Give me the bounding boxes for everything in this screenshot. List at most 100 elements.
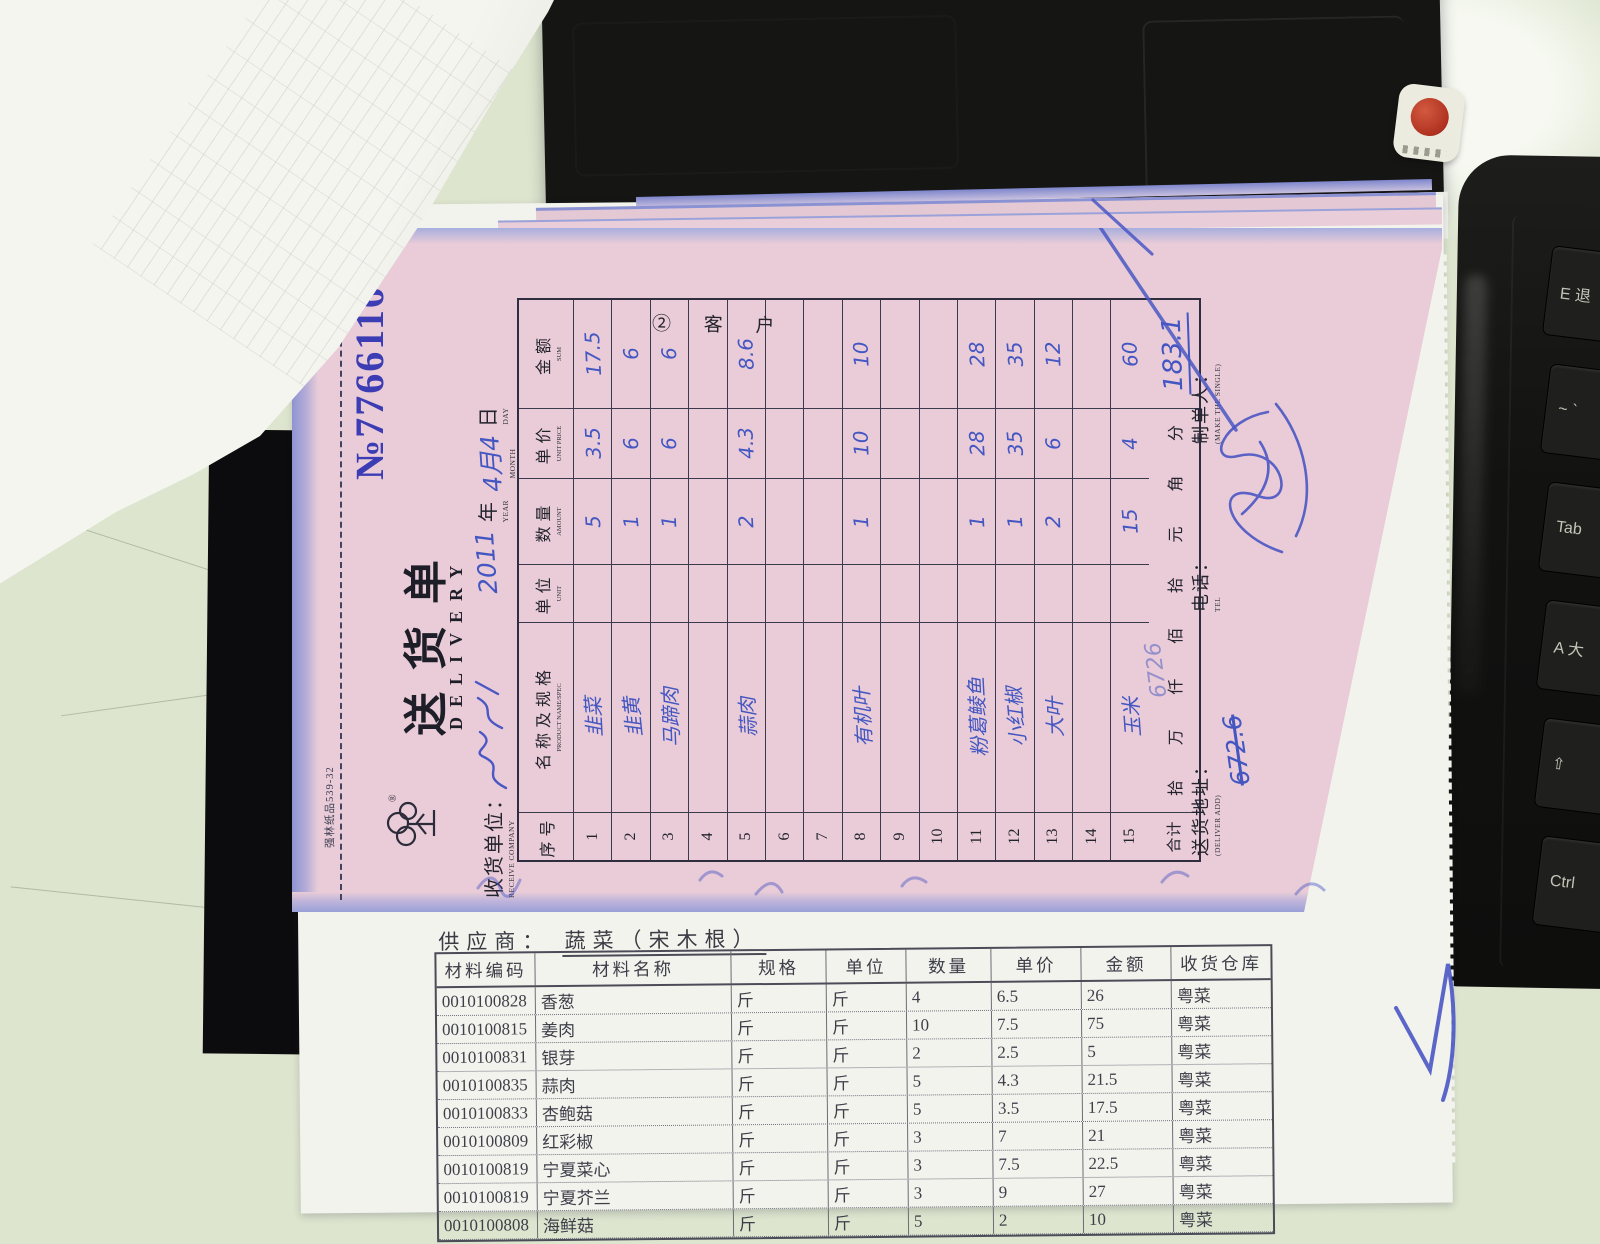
material-cell: 7.5 [991, 1009, 1083, 1038]
material-column-header: 单价 [991, 948, 1082, 981]
material-cell: 斤 [731, 1012, 828, 1041]
material-cell: 5 [1082, 1037, 1173, 1065]
material-cell: 6.5 [991, 982, 1082, 1010]
material-cell: 3 [908, 1122, 994, 1151]
material-cell: 0010100835 [437, 1071, 537, 1100]
red-button [1408, 95, 1451, 139]
material-cell: 2 [907, 1038, 993, 1067]
material-cell: 斤 [731, 984, 827, 1013]
material-cell: 0010100831 [437, 1043, 537, 1072]
material-cell: 22.5 [1083, 1149, 1174, 1177]
material-cell: 斤 [827, 1095, 909, 1124]
svg-text:®: ® [388, 794, 399, 802]
material-column-header: 金额 [1081, 947, 1172, 981]
material-cell: 粤菜 [1178, 1154, 1213, 1175]
copy-number-label: ② 客 户 [651, 313, 789, 338]
laptop-groove [1142, 15, 1408, 195]
material-cell: 3 [908, 1150, 994, 1179]
keyboard-key: Tab [1537, 481, 1600, 587]
material-cell: 0010100819 [438, 1155, 538, 1184]
material-column-header: 材料编码 [436, 953, 536, 987]
material-column-header: 规格 [731, 950, 827, 984]
material-cell: 红彩椒 [537, 1125, 734, 1155]
laptop-groove [572, 14, 960, 177]
material-cell: 粤菜 [1177, 1042, 1212, 1063]
material-cell: 0010100819 [438, 1183, 538, 1212]
material-cell: 10 [906, 1010, 993, 1039]
material-cell: 斤 [733, 1152, 829, 1181]
material-cell: 粤菜 [1177, 1014, 1212, 1035]
material-cell: 斤 [828, 1151, 909, 1180]
material-cell: 7 [993, 1121, 1084, 1150]
material-cell: 斤 [732, 1068, 828, 1097]
material-cell: 17.5 [1082, 1093, 1174, 1121]
material-cell: 9 [993, 1177, 1084, 1206]
material-cell: 5 [907, 1066, 993, 1095]
material-cell: 斤 [732, 1040, 828, 1069]
material-cell: 3.5 [992, 1093, 1084, 1122]
material-cell: 斤 [828, 1123, 909, 1152]
maker-signature [1220, 402, 1309, 554]
material-cell: 粤菜 [1178, 1126, 1213, 1147]
material-cell: 21 [1083, 1121, 1174, 1149]
material-cell: 4.3 [992, 1065, 1083, 1094]
material-cell: 斤 [733, 1180, 829, 1209]
material-cell: 粤菜 [1177, 1098, 1212, 1119]
material-cell: 宁夏芥兰 [537, 1181, 734, 1211]
material-cell: 3 [908, 1178, 994, 1207]
material-cell: 宁夏菜心 [537, 1153, 734, 1183]
material-cell: 2 [993, 1205, 1085, 1234]
material-cell: 0010100808 [438, 1211, 539, 1240]
keyboard: E 退 ~ ` Tab A 大 ⇧ Ctrl [1444, 154, 1600, 990]
keyboard-edge-line [1499, 215, 1529, 968]
material-cell: 5 [908, 1206, 995, 1235]
material-cell: 2.5 [992, 1037, 1083, 1066]
keyboard-key: Ctrl [1531, 835, 1600, 941]
keyboard-key: ⇧ [1533, 717, 1600, 823]
material-cell: 4 [906, 982, 992, 1011]
material-cell: 粤菜 [1176, 986, 1211, 1007]
material-cell: 斤 [733, 1208, 830, 1237]
red-button-device [1391, 82, 1467, 164]
material-cell: 香葱 [535, 985, 732, 1015]
material-cell: 斤 [826, 1011, 908, 1040]
material-cell: 0010100828 [436, 987, 536, 1016]
material-cell: 粤菜 [1177, 1070, 1212, 1091]
material-cell: 27 [1083, 1177, 1174, 1205]
material-cell: 0010100815 [436, 1015, 537, 1044]
keyboard-key: E 退 [1541, 245, 1600, 351]
vent-holes [1402, 145, 1447, 159]
material-cell: 银芽 [536, 1041, 733, 1071]
keyboard-key: A 大 [1535, 599, 1600, 705]
material-cell: 斤 [828, 1179, 909, 1208]
material-cell: 杏鲍菇 [536, 1097, 734, 1127]
material-cell: 粤菜 [1178, 1210, 1214, 1231]
keyboard-gloss [1457, 274, 1488, 695]
material-cell: 0010100833 [437, 1099, 538, 1128]
material-cell: 26 [1081, 981, 1172, 1009]
delivery-form: 强林纸品539-32 ® 送货单 DELIVERY №7766116 收货单位：… [292, 228, 1442, 912]
material-cell: 0010100809 [438, 1127, 538, 1156]
material-cell: 斤 [828, 1207, 910, 1236]
material-cell: 5 [907, 1094, 994, 1123]
material-cell: 75 [1081, 1009, 1173, 1037]
material-cell: 斤 [732, 1096, 829, 1125]
material-cell: 姜肉 [535, 1013, 733, 1043]
pine-tree-logo-icon: ® [386, 794, 436, 847]
material-column-header: 数量 [906, 948, 992, 982]
material-cell: 蒜肉 [536, 1069, 733, 1099]
material-cell: 10 [1083, 1205, 1175, 1233]
material-cell: 斤 [827, 1039, 908, 1068]
handwritten-company-scribble [474, 680, 508, 790]
material-cell: 7.5 [993, 1149, 1084, 1178]
material-column-header: 单位 [826, 949, 907, 983]
material-column-header: 收货仓库 [1179, 952, 1263, 974]
form-pen-marks [1088, 228, 1309, 554]
material-cell: 海鲜菇 [537, 1209, 735, 1239]
material-cell: 斤 [827, 1067, 908, 1096]
keyboard-key: ~ ` [1539, 363, 1600, 469]
material-cell: 斤 [733, 1124, 829, 1153]
material-cell: 斤 [826, 983, 907, 1012]
material-table: 材料编码 材料名称 规格 单位 数量 单价 金额 收货仓库 0010100828 香葱斤斤 4 6.5… [434, 944, 1276, 1243]
